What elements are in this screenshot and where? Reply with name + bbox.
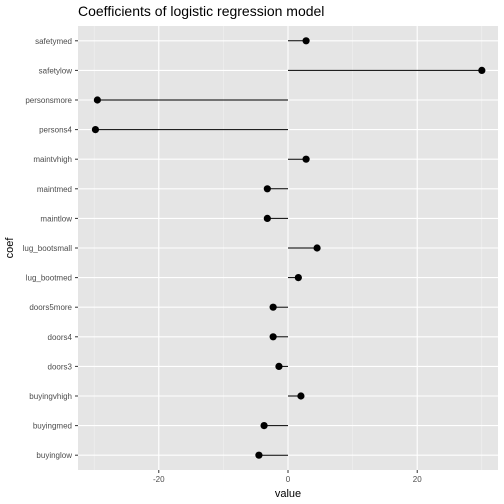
y-tick-label: doors3 bbox=[48, 362, 73, 371]
lollipop-point bbox=[269, 333, 277, 341]
y-tick-label: doors5more bbox=[29, 303, 72, 312]
lollipop-point bbox=[269, 303, 277, 311]
lollipop-point bbox=[93, 96, 101, 104]
y-tick-label: safetymed bbox=[35, 37, 72, 46]
chart-title: Coefficients of logistic regression mode… bbox=[78, 3, 324, 19]
y-tick-label: personsmore bbox=[25, 96, 72, 105]
x-tick-label: -20 bbox=[153, 475, 165, 484]
y-tick-label: maintlow bbox=[40, 214, 72, 223]
x-axis: -20 0 20 bbox=[153, 470, 422, 484]
y-tick-label: maintvhigh bbox=[33, 155, 72, 164]
lollipop-point bbox=[297, 392, 305, 400]
y-tick-label: lug_bootmed bbox=[26, 274, 72, 283]
lollipop-point bbox=[91, 126, 100, 134]
x-tick-label: 0 bbox=[286, 475, 291, 484]
y-tick-label: maintmed bbox=[37, 185, 72, 194]
y-axis: safetymed safetylow personsmore persons4 mai… bbox=[23, 37, 78, 460]
y-tick-label: persons4 bbox=[39, 126, 72, 135]
lollipop-point bbox=[294, 274, 302, 282]
y-tick-label: buyingvhigh bbox=[29, 392, 72, 401]
x-tick-label: 20 bbox=[413, 475, 422, 484]
lollipop-point bbox=[313, 244, 321, 252]
y-tick-label: lug_bootsmall bbox=[23, 244, 73, 253]
lollipop-point bbox=[263, 185, 271, 193]
y-tick-label: buyingmed bbox=[33, 422, 72, 431]
marks bbox=[91, 37, 486, 459]
y-tick-label: doors4 bbox=[48, 333, 73, 342]
y-tick-label: safetylow bbox=[39, 66, 73, 75]
lollipop-point bbox=[302, 155, 310, 163]
lollipop-point bbox=[263, 214, 271, 222]
lollipop-point bbox=[260, 422, 268, 430]
y-axis-title: coef bbox=[4, 237, 16, 259]
lollipop-point bbox=[478, 66, 486, 74]
lollipop-point bbox=[275, 362, 283, 370]
y-tick-label: buyinglow bbox=[36, 451, 72, 460]
x-axis-title: value bbox=[275, 488, 301, 500]
lollipop-point bbox=[255, 451, 263, 459]
lollipop-point bbox=[302, 37, 310, 45]
